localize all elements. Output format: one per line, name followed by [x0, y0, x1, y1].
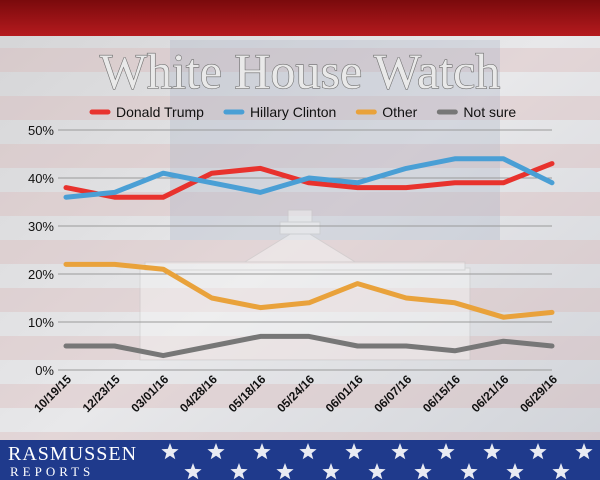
legend-label: Other	[382, 104, 417, 120]
series-line-donald-trump	[63, 161, 555, 200]
star-icon	[437, 443, 455, 460]
flag-canton	[170, 40, 500, 240]
star-icon	[460, 463, 478, 480]
star-icon	[230, 463, 248, 480]
brand-name: RASMUSSEN	[8, 443, 137, 465]
star-icon	[414, 463, 432, 480]
star-icon	[161, 443, 179, 460]
star-icon	[552, 463, 570, 480]
chart-title: White House Watch	[100, 43, 501, 99]
series-line-not-sure	[63, 333, 555, 359]
star-icon	[575, 443, 593, 460]
brand-sub: REPORTS	[10, 464, 94, 479]
series-line-other	[63, 261, 555, 320]
legend-label: Not sure	[463, 104, 516, 120]
star-icon	[506, 463, 524, 480]
y-axis-ticks: 0% 10% 20% 30% 40% 50%	[28, 123, 54, 378]
star-icon	[322, 463, 340, 480]
star-icon	[299, 443, 317, 460]
y-tick-label: 40%	[28, 171, 54, 186]
star-icon	[207, 443, 225, 460]
y-tick-label: 50%	[28, 123, 54, 138]
bottom-band	[0, 440, 600, 480]
series-lines	[63, 156, 555, 359]
y-tick-label: 30%	[28, 219, 54, 234]
legend-item: Not sure	[436, 104, 516, 120]
star-icon	[368, 463, 386, 480]
top-banner	[0, 0, 600, 36]
star-icon	[529, 443, 547, 460]
star-icon	[483, 443, 501, 460]
legend-item: Donald Trump	[89, 104, 204, 120]
legend-item: Other	[355, 104, 418, 120]
star-icon	[184, 463, 202, 480]
legend-label: Donald Trump	[116, 104, 204, 120]
star-icon	[345, 443, 363, 460]
star-icons	[161, 443, 593, 480]
legend-item: Hillary Clinton	[223, 104, 336, 120]
star-icon	[276, 463, 294, 480]
star-icon	[391, 443, 409, 460]
y-tick-label: 20%	[28, 267, 54, 282]
legend: Donald Trump Hillary Clinton Other Not sure	[89, 104, 516, 120]
y-tick-label: 10%	[28, 315, 54, 330]
legend-label: Hillary Clinton	[250, 104, 336, 120]
series-line-hillary-clinton	[63, 156, 555, 200]
y-tick-label: 0%	[35, 363, 54, 378]
star-icon	[253, 443, 271, 460]
